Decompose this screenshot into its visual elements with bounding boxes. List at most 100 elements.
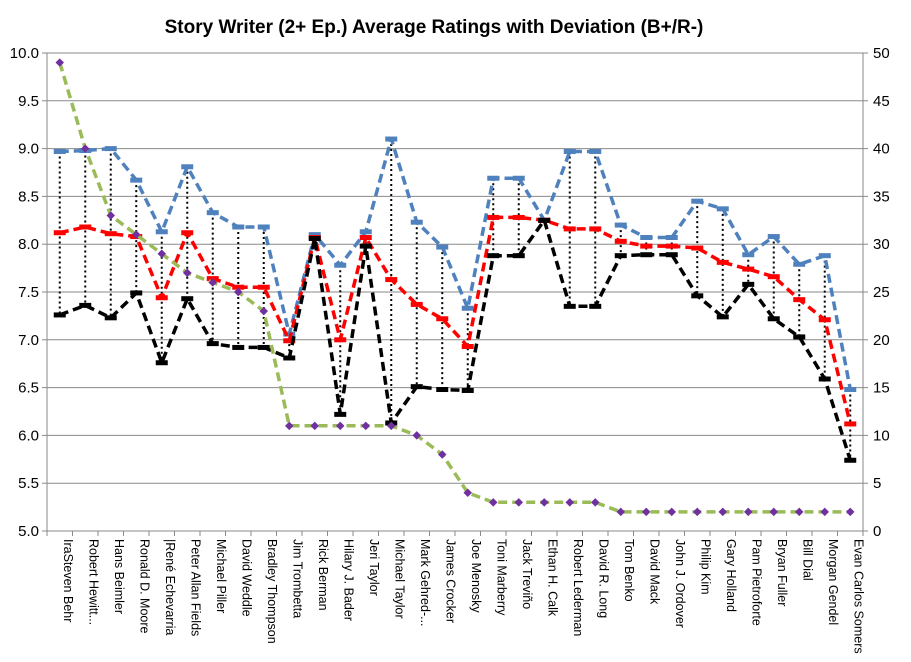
y-right-tick-label: 5 [873,475,881,492]
data-point [563,303,576,309]
data-point [846,507,855,517]
x-category-label: Ronald D. Moore [137,539,151,634]
data-point [818,376,831,382]
data-point [614,238,627,244]
data-point [257,344,270,350]
data-point [693,507,702,517]
plot-area: 5.0 5.5 6.0 6.5 7.0 7.5 8.0 8.5 9.0 9.5 10.0 0 5 10 15… [10,45,890,654]
x-category-label: Robert Lederman [571,539,585,636]
data-point [487,175,500,181]
data-point [334,262,347,268]
data-point [461,343,474,349]
data-point [818,253,831,259]
data-point [640,243,653,249]
data-point [742,266,755,272]
data-point [106,211,115,220]
data-point [336,421,345,431]
data-point [232,284,245,290]
data-point [489,498,498,507]
data-point [53,312,66,318]
data-point [410,384,423,390]
data-point [665,252,678,258]
data-point [793,261,806,267]
data-point [232,224,245,230]
data-point [744,507,753,517]
data-point [844,457,857,463]
data-point [206,341,219,347]
data-point [334,337,347,343]
data-point [795,507,804,517]
data-point [155,295,168,301]
x-category-label: Peter Allan Fields [188,539,202,636]
data-point [767,234,780,240]
x-category-label: Toni Marberry [494,539,508,616]
data-point [410,219,423,225]
x-category-label: Jim Trombetta [290,539,304,618]
data-point [206,210,219,216]
x-category-label: Tom Benko [622,539,636,602]
data-point [716,314,729,320]
y-left-tick-label: 9.0 [18,141,39,158]
data-point [155,360,168,366]
data-point [691,198,704,204]
data-point [514,498,523,507]
series-line-1 [59,137,853,390]
x-category-label: Morgan Gendel [826,539,840,625]
x-category-label: Michael Taylor [392,539,406,619]
chart-title: Story Writer (2+ Ep.) Average Ratings wi… [165,17,704,38]
y-left-tick-label: 9.5 [18,93,39,110]
data-point [412,431,421,440]
x-category-label: Ethan H. Calk [545,539,559,617]
data-point [385,136,398,142]
data-point [436,387,449,393]
x-category-label: David Mack [647,539,661,605]
data-point [844,421,857,427]
x-category-label: Joe Menosky [469,539,483,613]
data-point [589,226,602,232]
data-point [359,243,372,249]
x-category-label: Philip Kim [698,539,712,595]
y-right-tick-label: 10 [873,427,890,444]
x-category-label: Hans Beimler [112,539,126,614]
data-point [385,277,398,283]
data-point [487,253,500,259]
data-point [181,296,194,302]
data-point [614,253,627,259]
y-left-tick-label: 5.0 [18,523,39,540]
series-line-4 [58,62,851,514]
data-point [334,411,347,417]
data-point [461,305,474,311]
data-point [716,259,729,265]
data-point [616,507,625,517]
data-point [591,498,600,507]
x-category-label: Robert Hewitt... [86,539,100,625]
data-point [640,252,653,258]
data-point [565,498,574,507]
data-point [818,317,831,323]
data-point [793,334,806,340]
data-point [438,450,447,459]
y-right-tick-label: 50 [873,45,890,62]
data-point [132,230,141,239]
x-category-label: David Weddle [239,539,253,617]
data-point [257,224,270,230]
data-point [540,498,549,507]
data-point [820,507,829,517]
data-point [614,222,627,228]
data-point [665,243,678,249]
data-point [461,387,474,393]
data-point [359,235,372,241]
data-point [665,235,678,241]
data-point [308,232,321,238]
data-point [642,507,651,517]
data-point [742,281,755,287]
data-point [234,287,243,297]
data-point [183,268,192,278]
data-point [257,284,270,290]
x-category-label: |René Echevarria [163,539,177,635]
data-point [589,303,602,309]
data-point [181,230,194,236]
data-point [769,507,778,517]
